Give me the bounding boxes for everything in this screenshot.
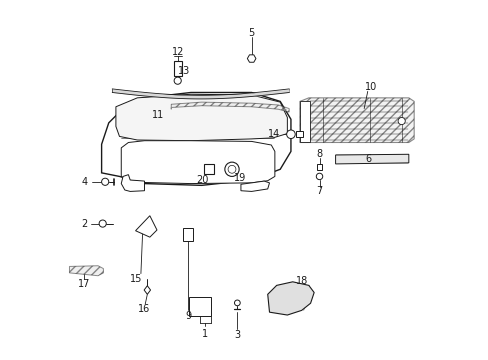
Polygon shape bbox=[299, 98, 413, 143]
Text: 12: 12 bbox=[171, 47, 183, 57]
Text: 10: 10 bbox=[365, 82, 377, 92]
Text: 8: 8 bbox=[316, 149, 322, 159]
Circle shape bbox=[397, 117, 405, 125]
Text: 7: 7 bbox=[316, 186, 322, 197]
Circle shape bbox=[224, 162, 239, 176]
Text: 18: 18 bbox=[295, 276, 307, 286]
Text: 13: 13 bbox=[178, 66, 190, 76]
Text: 20: 20 bbox=[196, 175, 208, 185]
Text: 16: 16 bbox=[137, 304, 150, 314]
Text: 9: 9 bbox=[184, 311, 191, 321]
Bar bbox=[204, 163, 214, 174]
Text: 3: 3 bbox=[234, 330, 240, 341]
Text: 1: 1 bbox=[202, 329, 208, 339]
Circle shape bbox=[174, 77, 181, 84]
Text: 14: 14 bbox=[267, 129, 279, 139]
Polygon shape bbox=[335, 154, 408, 164]
Circle shape bbox=[102, 178, 108, 185]
Bar bbox=[189, 297, 210, 316]
Text: 4: 4 bbox=[81, 177, 87, 187]
Polygon shape bbox=[247, 55, 255, 62]
Polygon shape bbox=[241, 181, 269, 192]
Text: 5: 5 bbox=[248, 28, 254, 38]
Circle shape bbox=[316, 173, 322, 180]
Polygon shape bbox=[135, 216, 157, 237]
Polygon shape bbox=[102, 93, 290, 185]
Text: 11: 11 bbox=[152, 110, 164, 120]
Circle shape bbox=[234, 300, 240, 306]
Bar bbox=[183, 228, 193, 241]
Text: 17: 17 bbox=[78, 279, 90, 289]
Polygon shape bbox=[116, 94, 287, 141]
Text: 19: 19 bbox=[234, 173, 246, 183]
Polygon shape bbox=[299, 102, 309, 143]
Bar bbox=[173, 62, 181, 76]
Circle shape bbox=[286, 130, 295, 139]
Polygon shape bbox=[171, 102, 288, 112]
Polygon shape bbox=[121, 141, 274, 184]
Text: 6: 6 bbox=[365, 154, 371, 164]
Bar bbox=[295, 131, 303, 138]
Polygon shape bbox=[267, 282, 313, 315]
Polygon shape bbox=[144, 286, 150, 294]
Bar bbox=[316, 163, 322, 170]
Text: 2: 2 bbox=[81, 219, 87, 229]
Polygon shape bbox=[69, 266, 103, 276]
Circle shape bbox=[99, 220, 106, 227]
Text: 15: 15 bbox=[130, 274, 142, 284]
Polygon shape bbox=[121, 175, 144, 192]
